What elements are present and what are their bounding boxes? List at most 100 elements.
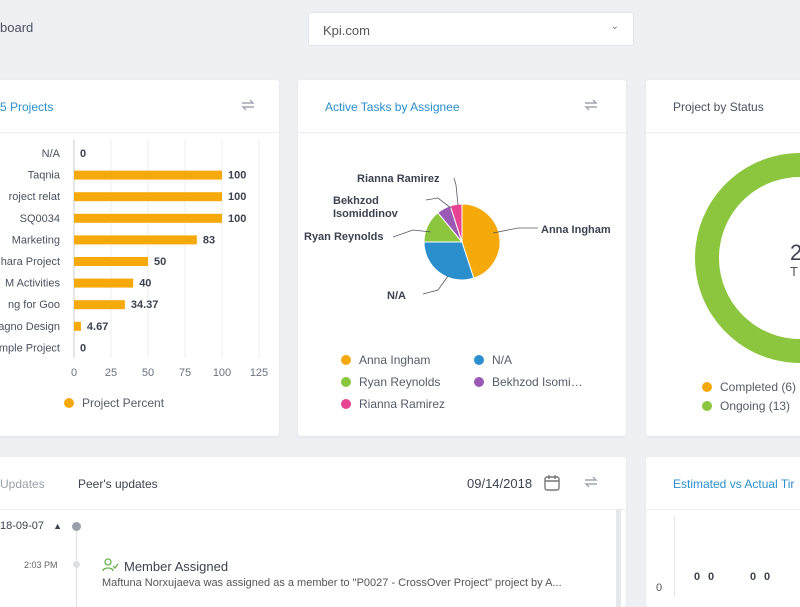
legend-item-bekhzod[interactable]: Bekhzod Isomi… [474, 375, 583, 389]
bar[interactable] [74, 235, 197, 245]
legend-item-ongoing[interactable]: Ongoing (13) [702, 399, 790, 413]
y-category-label: N/A [42, 148, 61, 160]
tab-updates[interactable]: Updates [0, 477, 45, 491]
y-category-label: agno Design [0, 321, 60, 333]
bar[interactable] [74, 192, 222, 202]
date-filter-value[interactable]: 09/14/2018 [467, 476, 533, 491]
legend-swatch [702, 382, 712, 392]
bar-value-label: 100 [228, 213, 246, 225]
legend-label: N/A [492, 353, 513, 367]
estimate-value: 0 [694, 571, 701, 583]
calendar-icon[interactable] [543, 474, 561, 492]
bar[interactable] [74, 278, 134, 288]
pie-label-bekhzod: Bekhzod Isomiddinov [333, 195, 398, 221]
donut-segment[interactable] [695, 153, 800, 363]
y-category-label: Marketing [12, 234, 60, 246]
chevron-down-icon: ⌄ [610, 21, 619, 32]
legend-swatch [702, 401, 712, 411]
projects-card-title: 5 Projects [0, 100, 54, 114]
x-tick-label: 100 [213, 367, 231, 379]
legend-label: Completed (6) [720, 380, 797, 394]
chevron-up-icon: ▲ [53, 521, 63, 531]
timeline-dot [73, 561, 80, 568]
project-status-donut [695, 153, 800, 363]
update-title: Member Assigned [124, 559, 229, 574]
legend-item-rianna[interactable]: Rianna Ramirez [341, 397, 445, 411]
dashboard-title: board [0, 20, 34, 35]
domain-select[interactable]: Kpi.com ⌄ [308, 12, 634, 46]
bar-value-label: 100 [228, 170, 246, 182]
x-tick-label: 0 [71, 367, 77, 379]
pie-label-bekhzod-line2: Isomiddinov [333, 208, 398, 220]
member-assigned-icon [102, 558, 118, 572]
active-tasks-card: Active Tasks by Assignee Rianna Ramirez … [298, 80, 626, 436]
bar-value-label: 50 [154, 256, 166, 268]
active-tasks-pie-chart [392, 177, 538, 295]
projects-legend-label: Project Percent [82, 396, 165, 410]
projects-card-header: 5 Projects [0, 80, 279, 133]
timeline-dot [72, 522, 81, 531]
x-tick-label: 125 [250, 367, 268, 379]
update-group-date-text: 18-09-07 [0, 520, 45, 532]
estimate-card: Estimated vs Actual Tir 0 0 0 0 0 [646, 457, 800, 607]
legend-label: Bekhzod Isomi… [492, 375, 583, 389]
bar[interactable] [74, 257, 148, 266]
projects-legend: Project Percent [64, 396, 164, 410]
bar-value-label: 0 [80, 342, 86, 354]
projects-bar-chart: 0 25 50 75 100 125 N/A 0 Taqnia 100 roject relat 10… [0, 140, 268, 379]
y-category-label: M Activities [5, 278, 61, 290]
bar-value-label: 40 [139, 278, 151, 290]
y-category-label: roject relat [9, 191, 60, 203]
pie-leader-line [492, 227, 538, 234]
legend-item-anna[interactable]: Anna Ingham [341, 353, 430, 367]
refresh-icon[interactable] [580, 471, 602, 493]
active-tasks-card-title: Active Tasks by Assignee [325, 100, 460, 114]
refresh-icon[interactable] [580, 94, 602, 116]
legend-swatch [474, 355, 484, 365]
pie-label-rianna: Rianna Ramirez [357, 173, 440, 185]
y-category-label: SQ0034 [20, 213, 60, 225]
bar-value-label: 0 [80, 148, 86, 160]
y-category-label: Taqnia [28, 170, 61, 182]
pie-leader-line [392, 229, 432, 238]
refresh-icon[interactable] [237, 94, 259, 116]
y-category-label: ng for Goo [8, 299, 60, 311]
pie-leader-line [425, 197, 452, 209]
pie-label-na: N/A [387, 290, 406, 302]
legend-swatch [474, 377, 484, 387]
update-text: Maftuna Norxujaeva was assigned as a mem… [102, 577, 562, 589]
update-group-date[interactable]: 18-09-07 ▲ [0, 520, 62, 532]
legend-item-na[interactable]: N/A [474, 353, 512, 367]
bar[interactable] [74, 321, 81, 331]
legend-label: Rianna Ramirez [359, 397, 446, 411]
bar[interactable] [74, 300, 125, 310]
project-status-card-header: Project by Status [646, 80, 800, 133]
pie-label-bekhzod-line1: Bekhzod [333, 195, 379, 207]
update-time: 2:03 PM [24, 560, 58, 570]
pie-label-anna: Anna Ingham [541, 224, 611, 236]
bar[interactable] [74, 213, 222, 223]
legend-label: Ryan Reynolds [359, 375, 441, 389]
estimate-value: 0 [708, 571, 715, 583]
legend-swatch [341, 355, 351, 365]
pie-label-ryan: Ryan Reynolds [304, 231, 384, 243]
bar-value-label: 83 [203, 234, 215, 246]
domain-select-value: Kpi.com [323, 23, 370, 38]
updates-card-header: Updates Peer's updates 09/14/2018 [0, 457, 626, 510]
donut-center-label: T [790, 264, 798, 279]
bar[interactable] [74, 170, 222, 180]
estimate-card-title: Estimated vs Actual Tir [673, 477, 795, 491]
x-tick-label: 25 [105, 367, 117, 379]
pie-leader-line [422, 275, 449, 295]
tab-peers-updates[interactable]: Peer's updates [78, 477, 158, 491]
legend-item-ryan[interactable]: Ryan Reynolds [341, 375, 440, 389]
pie-slice[interactable] [423, 241, 475, 281]
project-status-card-title: Project by Status [673, 100, 764, 114]
bar-value-label: 34.37 [131, 299, 159, 311]
scrollbar[interactable] [616, 509, 621, 607]
y-category-label: hara Project [1, 256, 60, 268]
legend-label: Anna Ingham [359, 353, 431, 367]
pie-slice[interactable] [449, 203, 463, 243]
legend-item-completed[interactable]: Completed (6) [702, 380, 796, 394]
pie-slice[interactable] [461, 203, 501, 279]
